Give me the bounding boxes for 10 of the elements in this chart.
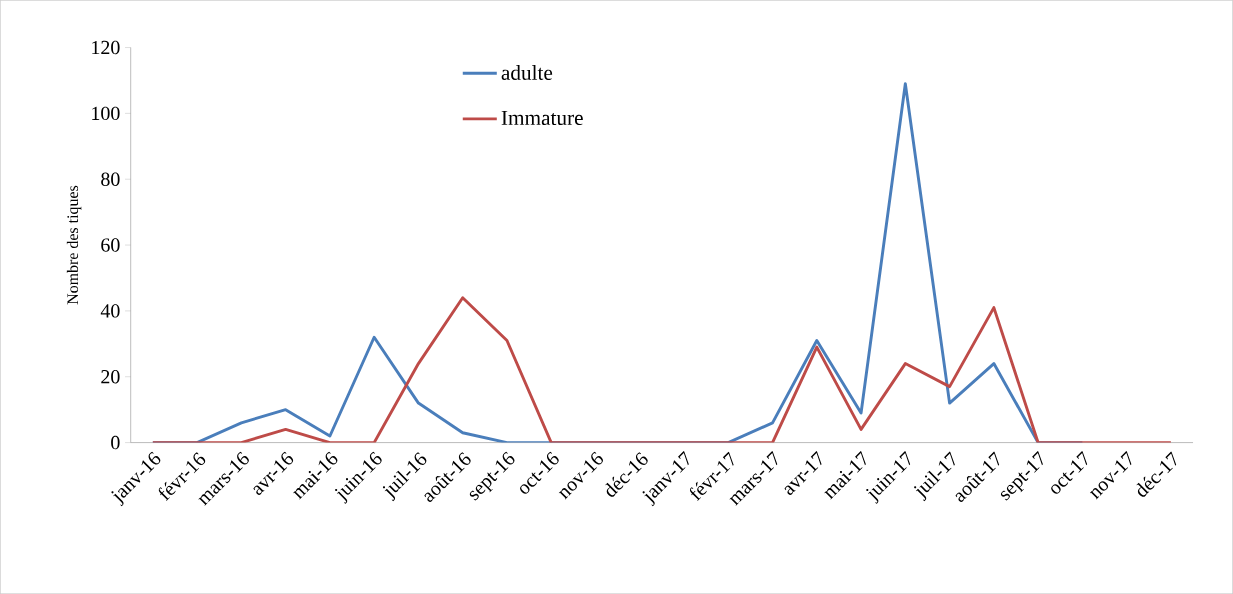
y-tick-label: 120 [92, 40, 120, 55]
y-tick-label: 40 [100, 304, 120, 318]
legend-label: adulte [501, 64, 553, 80]
y-axis-title: Nombre des tiques [66, 185, 82, 305]
y-tick-label: 0 [111, 435, 120, 450]
y-tick-label: 60 [101, 238, 120, 252]
y-tick-label: 100 [92, 106, 120, 121]
y-tick-label: 80 [101, 172, 120, 186]
y-tick-label: 20 [101, 369, 120, 384]
legend-label: Immature [501, 110, 583, 126]
